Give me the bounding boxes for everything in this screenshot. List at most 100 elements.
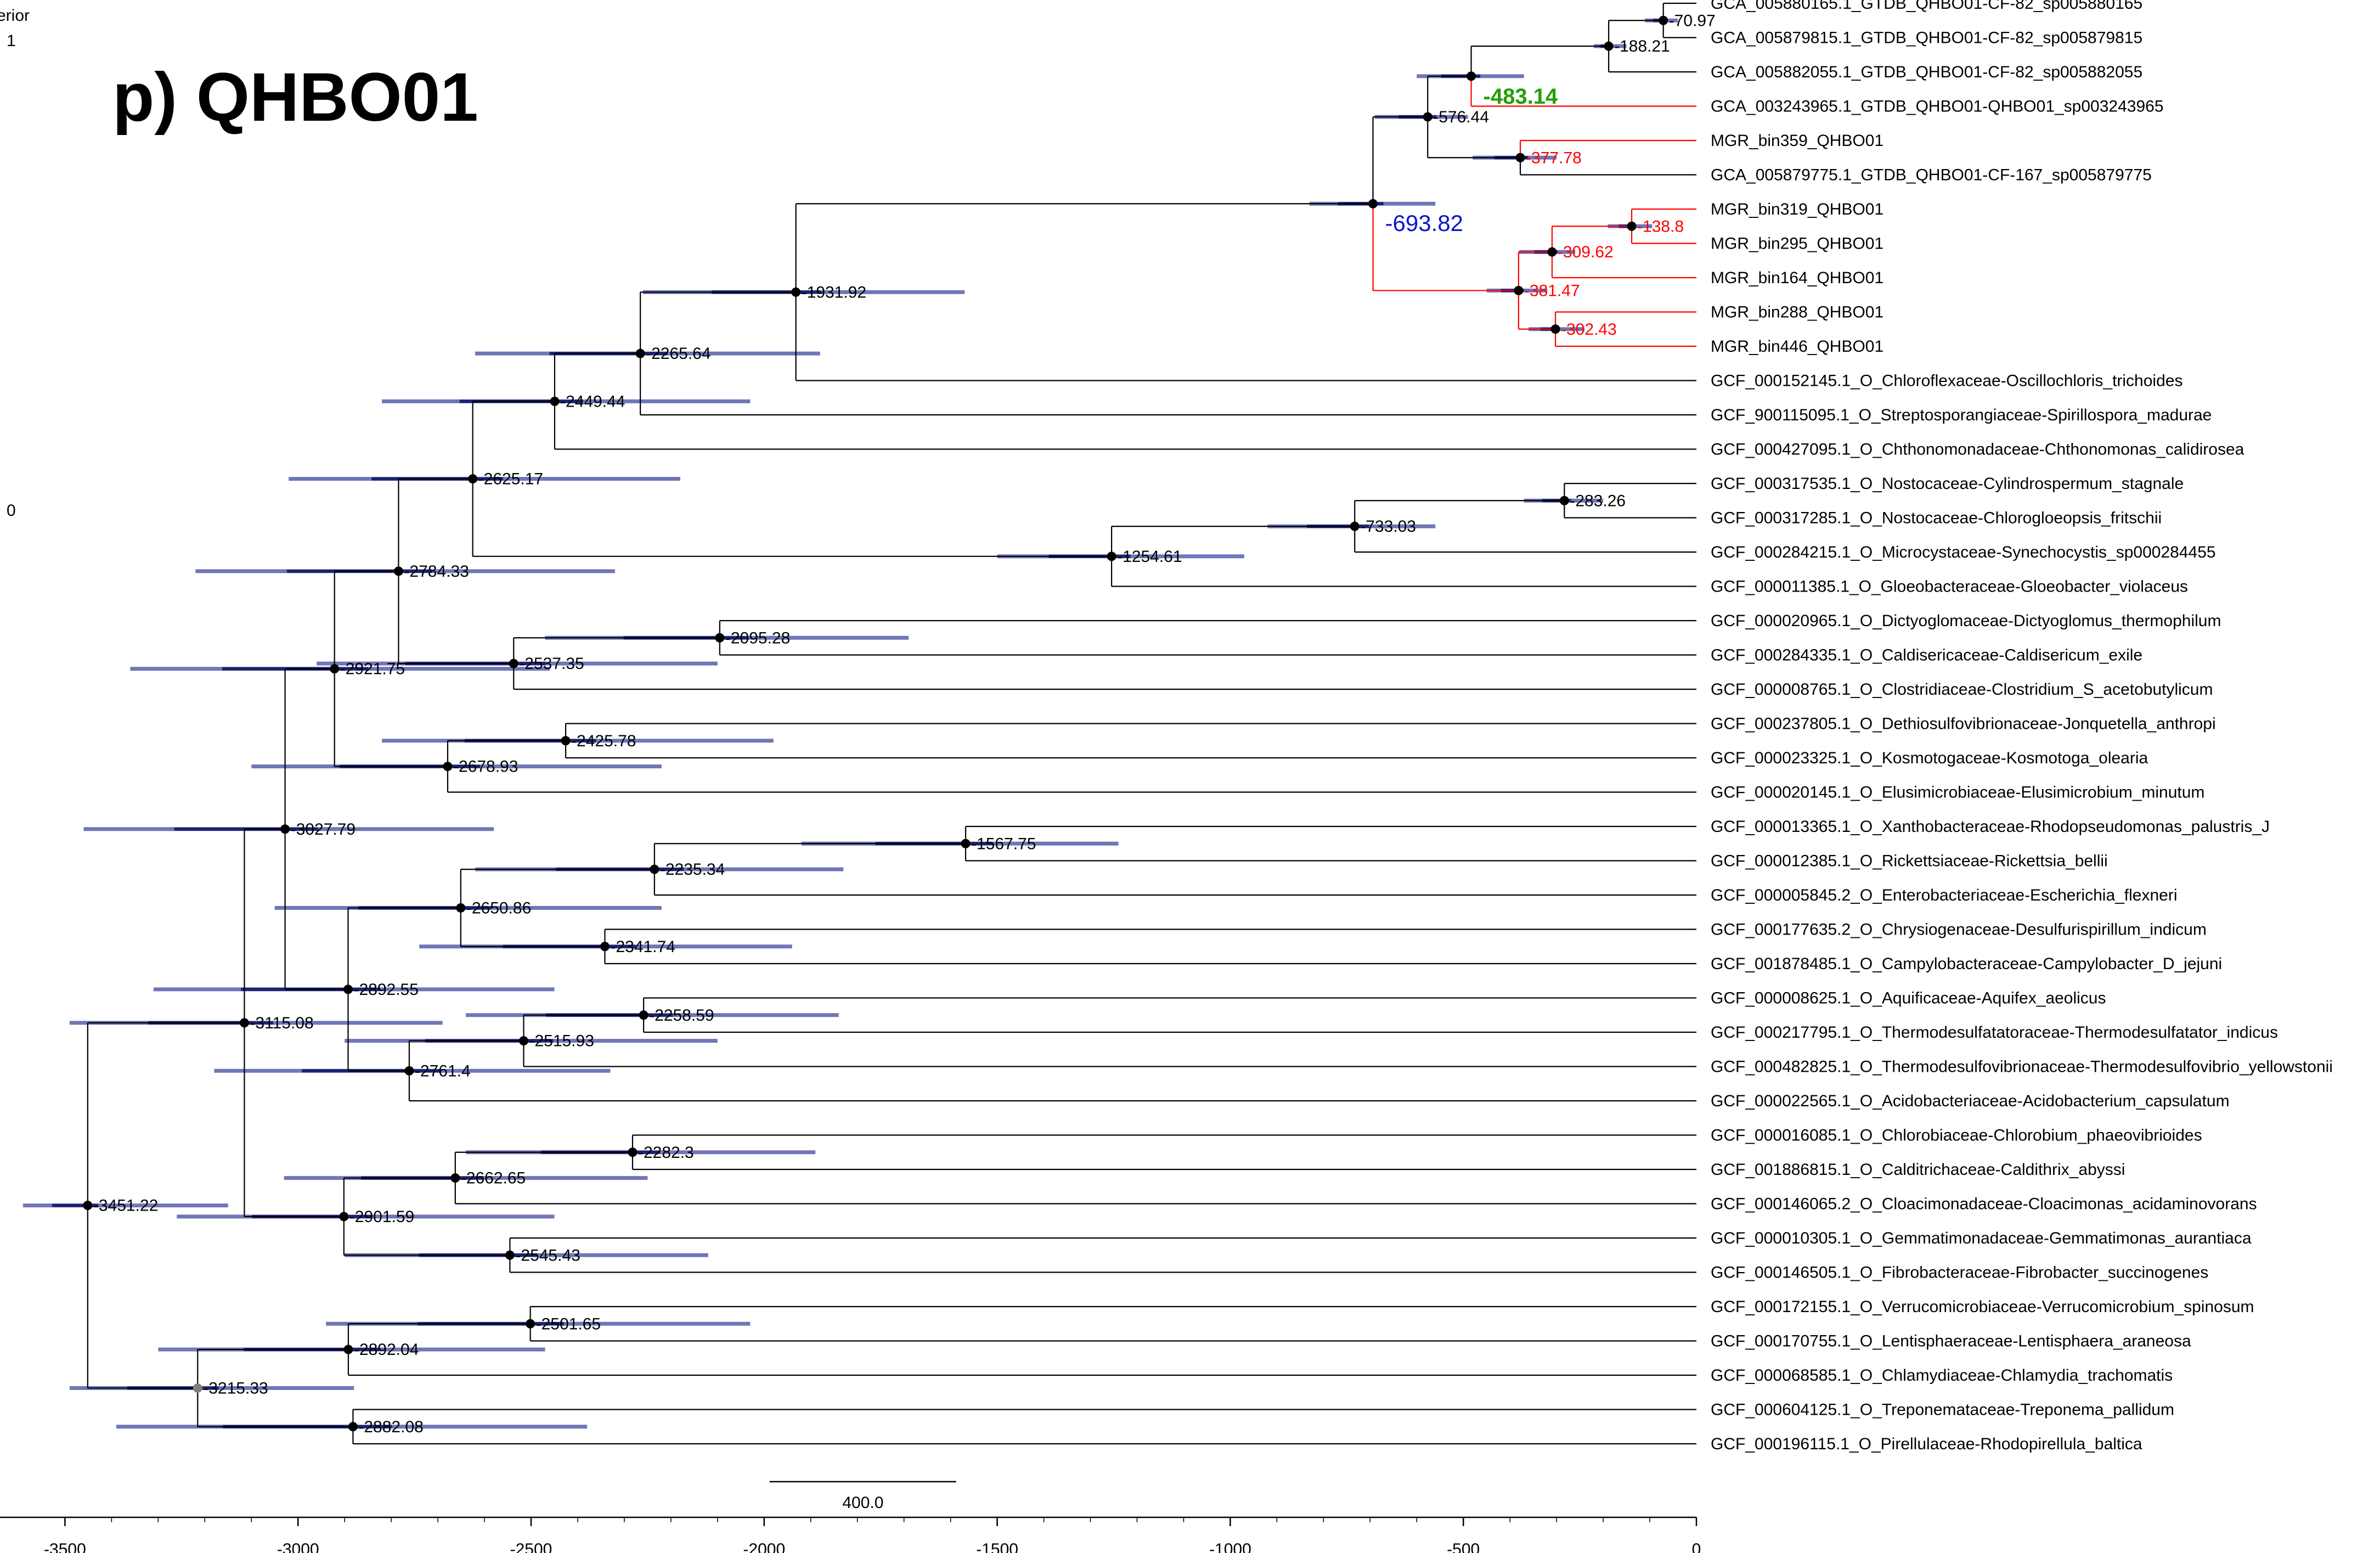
node-dot xyxy=(450,1173,460,1183)
node-dot xyxy=(791,287,801,297)
node-age-label: -3215.33 xyxy=(203,1379,268,1397)
node-dot xyxy=(635,348,645,358)
node-age-label: -381.47 xyxy=(1524,282,1580,300)
node-dot xyxy=(343,1344,353,1354)
tip-label: MGR_bin164_QHBO01 xyxy=(1711,269,1883,287)
tip-label: GCF_000068585.1_O_Chlamydiaceae-Chlamydi… xyxy=(1711,1366,2173,1385)
tip-label: GCF_000152145.1_O_Chloroflexaceae-Oscill… xyxy=(1711,372,2182,390)
corner-label: erior xyxy=(0,7,30,25)
node-dot xyxy=(561,736,571,746)
node-dot xyxy=(509,659,518,668)
labels-layer: -70.97 -188.21 -483.14 -377.78 -576.44 -138.8… xyxy=(93,0,2333,1453)
axis-layer: -3500 -3000 -2500 -2000 -1500 -1000 -500 0 400.0 xyxy=(0,1481,1701,1553)
node-dot xyxy=(330,664,340,674)
node-age-label: -2625.17 xyxy=(478,470,543,488)
node-dot xyxy=(343,984,353,994)
node-dot xyxy=(393,566,403,576)
tip-label: GCF_000170755.1_O_Lentisphaeraceae-Lenti… xyxy=(1711,1332,2191,1351)
tip-label: GCF_000604125.1_O_Treponemataceae-Trepon… xyxy=(1711,1401,2174,1419)
node-age-label: -2892.04 xyxy=(354,1341,419,1359)
node-age-label: -2784.33 xyxy=(404,562,469,581)
x-tick-label: -3500 xyxy=(44,1540,86,1553)
node-age-label: -283.26 xyxy=(1570,492,1626,510)
node-dot xyxy=(1547,247,1557,257)
tip-label: GCF_001886815.1_O_Calditrichaceae-Caldit… xyxy=(1711,1161,2125,1179)
node-age-label: -302.43 xyxy=(1561,320,1617,339)
node-dot xyxy=(961,839,971,848)
node-age-label: -309.62 xyxy=(1558,243,1614,261)
x-tick-label: -500 xyxy=(1447,1540,1480,1553)
node-dot xyxy=(239,1018,249,1028)
tip-label: GCF_000146505.1_O_Fibrobacteraceae-Fibro… xyxy=(1711,1264,2208,1282)
tip-label: GCF_000482825.1_O_Thermodesulfovibrionac… xyxy=(1711,1058,2333,1076)
node-dot xyxy=(550,396,560,406)
tip-label: GCF_000317535.1_O_Nostocaceae-Cylindrosp… xyxy=(1711,475,2184,493)
node-dot xyxy=(1659,15,1668,25)
tip-label: GCF_000023325.1_O_Kosmotogaceae-Kosmotog… xyxy=(1711,749,2148,767)
tip-label: MGR_bin359_QHBO01 xyxy=(1711,132,1883,150)
tip-label: GCF_000011385.1_O_Gloeobacteraceae-Gloeo… xyxy=(1711,578,2188,596)
node-dot xyxy=(339,1212,349,1222)
tip-label: GCA_005880165.1_GTDB_QHBO01-CF-82_sp0058… xyxy=(1711,0,2142,13)
node-age-label: -1254.61 xyxy=(1117,548,1182,566)
node-dot xyxy=(1559,496,1569,505)
node-dot xyxy=(468,474,478,484)
tip-label: GCA_003243965.1_GTDB_QHBO01-QHBO01_sp003… xyxy=(1711,98,2164,116)
tip-label: GCF_000020145.1_O_Elusimicrobiaceae-Elus… xyxy=(1711,784,2204,802)
node-age-label: -2921.75 xyxy=(340,660,405,678)
node-dot xyxy=(650,864,659,874)
node-dot xyxy=(1550,324,1560,334)
tip-label: GCF_000010305.1_O_Gemmatimonadaceae-Gemm… xyxy=(1711,1229,2252,1247)
node-age-label: -2258.59 xyxy=(649,1006,714,1025)
node-dot xyxy=(1107,552,1116,561)
tip-label: GCF_000012385.1_O_Rickettsiaceae-Rickett… xyxy=(1711,852,2108,870)
tip-label: GCF_000196115.1_O_Pirellulaceae-Rhodopir… xyxy=(1711,1435,2142,1453)
node-dot xyxy=(83,1201,93,1211)
node-age-label: -3115.08 xyxy=(250,1014,313,1032)
tip-label: GCF_000217795.1_O_Thermodesulfatatoracea… xyxy=(1711,1023,2278,1042)
nodes-layer xyxy=(83,15,1668,1432)
node-age-label: -2282.3 xyxy=(638,1144,694,1162)
tip-label: GCA_005882055.1_GTDB_QHBO01-CF-82_sp0058… xyxy=(1711,63,2142,81)
node-dot xyxy=(404,1066,414,1076)
tip-label: GCF_000237805.1_O_Dethiosulfovibrionacea… xyxy=(1711,715,2216,733)
node-dot xyxy=(1350,521,1360,531)
node-age-label: -2425.78 xyxy=(571,732,636,750)
x-tick-label: 0 xyxy=(1692,1540,1701,1553)
node-dot xyxy=(526,1319,535,1329)
node-age-label: -2235.34 xyxy=(660,860,725,879)
tip-label: GCF_000146065.2_O_Cloacimonadaceae-Cloac… xyxy=(1711,1195,2257,1213)
node-dot xyxy=(639,1010,648,1020)
node-dot xyxy=(600,942,610,952)
node-age-label: -2449.44 xyxy=(560,392,625,410)
node-age-label: -2882.08 xyxy=(358,1418,423,1436)
tip-label: GCF_000020965.1_O_Dictyoglomaceae-Dictyo… xyxy=(1711,612,2221,630)
legend-high-label: 1 xyxy=(7,32,16,50)
node-dot xyxy=(348,1422,358,1432)
tip-label: GCF_000284335.1_O_Caldisericaceae-Caldis… xyxy=(1711,646,2142,665)
node-age-label: -2545.43 xyxy=(515,1246,580,1264)
tip-label: MGR_bin288_QHBO01 xyxy=(1711,303,1883,322)
tip-label: GCF_000284215.1_O_Microcystaceae-Synecho… xyxy=(1711,543,2216,561)
node-dot xyxy=(505,1250,515,1260)
node-dot xyxy=(1604,41,1614,51)
tip-label: GCF_000005845.2_O_Enterobacteriaceae-Esc… xyxy=(1711,886,2178,904)
node-dot xyxy=(1515,153,1525,162)
node-dot xyxy=(1368,199,1378,209)
tip-label: GCF_000317285.1_O_Nostocaceae-Chlorogloe… xyxy=(1711,509,2162,527)
tip-label: GCF_900115095.1_O_Streptosporangiaceae-S… xyxy=(1711,406,2212,424)
node-age-label: -2901.59 xyxy=(349,1208,414,1226)
scale-bar-label: 400.0 xyxy=(842,1494,883,1512)
node-age-label: -2501.65 xyxy=(536,1315,601,1333)
node-age-label: -3451.22 xyxy=(93,1197,158,1215)
node-dot xyxy=(456,903,466,913)
tip-label: GCF_000177635.2_O_Chrysiogenaceae-Desulf… xyxy=(1711,921,2207,939)
node-age-label: -2341.74 xyxy=(610,938,675,956)
node-age-label: -188.21 xyxy=(1614,37,1670,55)
node-dot xyxy=(628,1147,638,1157)
node-dot xyxy=(715,633,725,643)
tip-label: GCF_001878485.1_O_Campylobacteraceae-Cam… xyxy=(1711,955,2222,973)
node-age-label: -2662.65 xyxy=(461,1169,526,1188)
node-age-label: -693.82 xyxy=(1385,210,1463,236)
legend-low-label: 0 xyxy=(7,502,16,520)
